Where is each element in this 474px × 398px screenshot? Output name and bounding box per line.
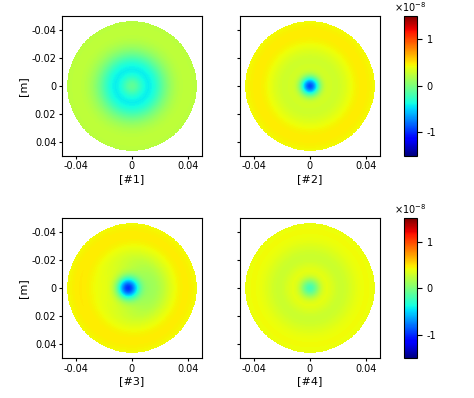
X-axis label: [#3]: [#3] xyxy=(119,377,145,386)
Title: $\times 10^{-8}$: $\times 10^{-8}$ xyxy=(394,0,427,14)
Y-axis label: [m]: [m] xyxy=(18,76,28,96)
X-axis label: [#2]: [#2] xyxy=(297,174,323,184)
X-axis label: [#4]: [#4] xyxy=(297,377,323,386)
Y-axis label: [m]: [m] xyxy=(18,279,28,298)
Title: $\times 10^{-8}$: $\times 10^{-8}$ xyxy=(394,203,427,217)
X-axis label: [#1]: [#1] xyxy=(119,174,145,184)
